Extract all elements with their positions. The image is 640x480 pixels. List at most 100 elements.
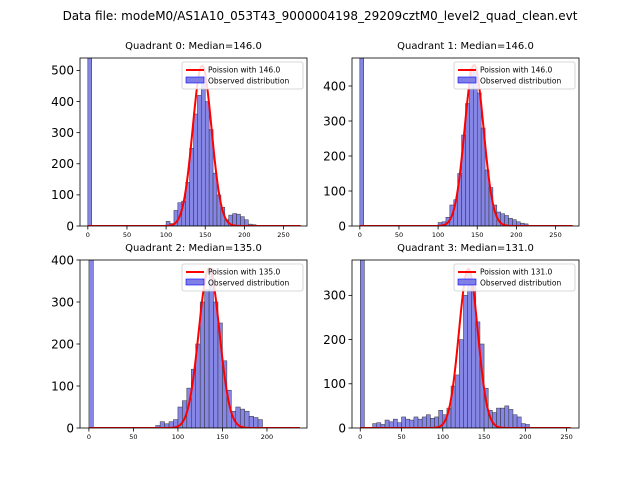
y-tick-label: 0	[66, 421, 74, 435]
x-tick-label: 200	[261, 433, 273, 441]
histogram-bar	[201, 76, 206, 226]
y-tick-label: 300	[51, 126, 74, 140]
y-tick-label: 100	[51, 188, 74, 202]
legend-label-poisson: Poission with 146.0	[480, 66, 553, 75]
subplot-title: Quadrant 1: Median=146.0	[397, 41, 534, 52]
histogram-bar	[525, 424, 530, 428]
subplot-quadrant-0: 0 50 100 150 200 250 0 100 200 300 400 500 Quadrant …	[51, 41, 308, 239]
histogram-bar	[417, 418, 423, 428]
histogram-bar	[454, 374, 460, 428]
y-tick-label: 400	[323, 79, 346, 93]
x-tick-label: 0	[358, 433, 362, 441]
y-tick-label: 300	[51, 295, 74, 309]
histogram-bar	[204, 289, 210, 428]
y-tick-label: 0	[338, 219, 346, 233]
histogram-bar	[469, 68, 474, 226]
x-tick-label: 150	[478, 433, 490, 441]
histogram-bar	[248, 415, 254, 428]
x-tick-label: 200	[519, 433, 531, 441]
subplot-title: Quadrant 0: Median=146.0	[125, 41, 262, 52]
figure-suptitle: Data file: modeM0/AS1A10_053T43_90000041…	[63, 9, 578, 23]
plot-area	[360, 260, 571, 428]
x-tick-label: 0	[358, 231, 362, 239]
subplot-title: Quadrant 2: Median=135.0	[125, 243, 262, 254]
x-tick-label: 150	[216, 433, 228, 441]
legend-bar-swatch	[185, 278, 205, 286]
y-tick-label: 200	[51, 337, 74, 351]
histogram-bar	[87, 58, 92, 226]
y-tick-label: 100	[323, 377, 346, 391]
x-tick-label: 200	[238, 231, 250, 239]
histogram-bar	[193, 113, 198, 226]
histogram-bar	[401, 416, 406, 428]
y-tick-label: 200	[323, 149, 346, 163]
histogram-bar	[232, 213, 237, 226]
x-tick-label: 150	[471, 231, 483, 239]
histogram-bar	[473, 71, 478, 226]
poisson-curve	[359, 63, 573, 226]
histogram-bar	[88, 260, 94, 428]
histogram-bar	[236, 213, 241, 226]
histogram-bar	[516, 416, 522, 428]
x-tick-label: 0	[86, 231, 90, 239]
legend-box	[453, 263, 576, 292]
legend-box	[181, 61, 304, 90]
histogram-bar	[459, 339, 464, 428]
histogram-bar	[500, 407, 505, 428]
histogram-bar	[405, 418, 411, 428]
legend: Poission with 135.0 Observed distribution	[181, 263, 304, 292]
legend-label-poisson: Poission with 131.0	[480, 268, 553, 277]
histogram-bar	[409, 419, 415, 428]
y-tick-label: 400	[51, 253, 74, 267]
histogram-bar	[467, 273, 472, 428]
x-tick-label: 100	[160, 231, 172, 239]
histogram-bar	[413, 416, 419, 428]
histogram-bar	[360, 260, 365, 428]
histogram-bar	[421, 416, 427, 428]
legend: Poission with 131.0 Observed distribution	[453, 263, 576, 292]
y-tick-label: 400	[51, 95, 74, 109]
y-tick-label: 0	[66, 219, 74, 233]
x-tick-label: 50	[395, 231, 403, 239]
histogram-bar	[208, 268, 214, 428]
subplot-title: Quadrant 3: Median=131.0	[397, 243, 534, 254]
x-tick-label: 100	[172, 433, 184, 441]
subplot-quadrant-3: 0 50 100 150 200 250 0 100 200 300 Quadrant 3: Med…	[323, 243, 580, 441]
x-tick-label: 0	[87, 433, 91, 441]
histogram-bar	[253, 417, 259, 428]
histogram-bar	[430, 418, 435, 428]
histogram-bar	[239, 408, 245, 428]
histogram-bar	[496, 407, 501, 428]
plot-area	[87, 58, 301, 226]
legend-label-observed: Observed distribution	[480, 77, 561, 86]
legend: Poission with 146.0 Observed distribution	[453, 61, 576, 90]
subplot-quadrant-2: 0 50 100 150 200 0 100 200 300 400 Quadrant 2: Med…	[51, 243, 308, 441]
histogram-bar	[257, 419, 263, 428]
y-tick-label: 500	[51, 64, 74, 78]
histogram-bar	[244, 410, 250, 428]
histogram-bar	[393, 418, 398, 428]
subplot-quadrant-1: 0 50 100 150 200 250 0 100 200 300 400 Quadrant 1: …	[323, 41, 580, 239]
axes-frame	[351, 57, 580, 227]
x-tick-label: 150	[199, 231, 211, 239]
x-tick-label: 50	[129, 433, 137, 441]
legend-label-poisson: Poission with 146.0	[208, 66, 281, 75]
histogram-bar	[476, 92, 482, 226]
y-tick-label: 100	[51, 379, 74, 393]
plot-area	[359, 58, 573, 226]
histogram-bar	[197, 95, 202, 226]
histogram-bar	[359, 58, 364, 226]
y-tick-label: 0	[338, 421, 346, 435]
x-tick-label: 100	[437, 433, 449, 441]
legend-label-observed: Observed distribution	[208, 279, 289, 288]
legend-bar-swatch	[457, 76, 477, 84]
poisson-curve	[88, 267, 300, 428]
x-tick-label: 250	[549, 231, 561, 239]
axes-frame	[79, 57, 308, 227]
y-tick-label: 300	[323, 114, 346, 128]
histogram-bar	[463, 295, 468, 428]
histogram-bar	[512, 414, 518, 428]
histogram-bar	[426, 414, 431, 428]
x-tick-label: 200	[510, 231, 522, 239]
